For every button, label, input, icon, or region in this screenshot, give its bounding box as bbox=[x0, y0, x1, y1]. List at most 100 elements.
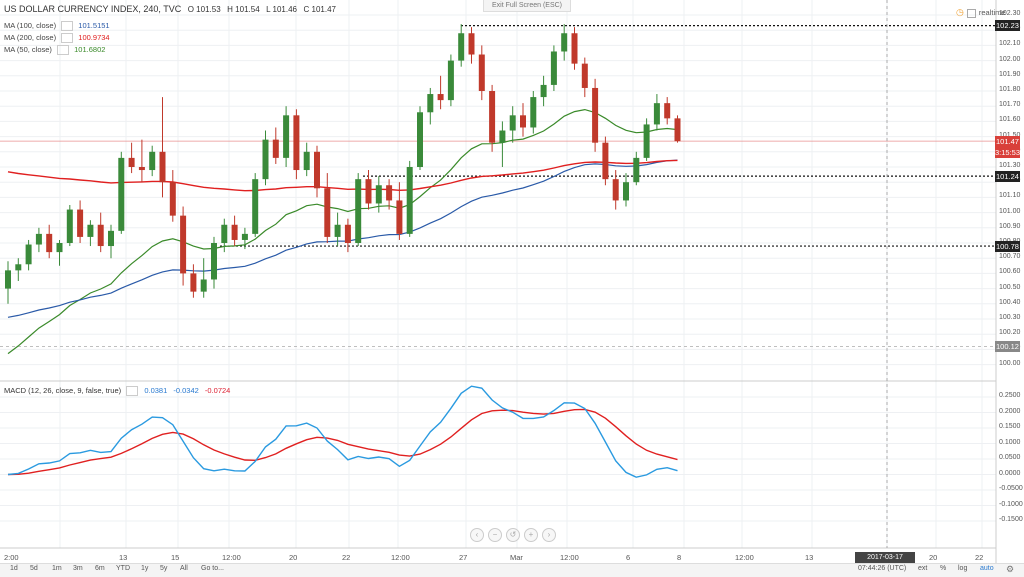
timeframe-button[interactable]: Go to... bbox=[201, 565, 224, 572]
candle-body bbox=[190, 273, 197, 292]
candle-body bbox=[623, 182, 629, 201]
price-tick-label: 100.00 bbox=[999, 359, 1021, 367]
reset-button[interactable]: ↺ bbox=[506, 528, 520, 542]
price-tick-label: 101.60 bbox=[999, 116, 1021, 124]
candle-body bbox=[149, 151, 156, 171]
timeframe-button[interactable]: 5y bbox=[160, 565, 168, 572]
timeframe-button[interactable]: 1y bbox=[141, 565, 149, 572]
indicator-ma100[interactable]: MA (100, close) 101.5151 bbox=[4, 21, 110, 32]
scroll-right-button[interactable]: › bbox=[542, 528, 556, 542]
utc-clock[interactable]: 07:44:26 (UTC) bbox=[858, 565, 907, 572]
candle-body bbox=[499, 130, 506, 143]
timeframe-button[interactable]: 1d bbox=[10, 565, 18, 572]
macd-tick-label: 0.2500 bbox=[999, 392, 1021, 399]
candle-body bbox=[118, 157, 125, 231]
macd-tick-label: 0.0500 bbox=[999, 454, 1021, 461]
candle-body bbox=[664, 103, 671, 119]
timeframe-button[interactable]: All bbox=[180, 565, 188, 572]
price-tick-label: 100.30 bbox=[999, 314, 1021, 321]
candle-body bbox=[653, 103, 660, 125]
price-tag: 100.78 bbox=[995, 240, 1020, 252]
price-tick-label: 102.30 bbox=[999, 10, 1021, 17]
macd-tick-label: -0.1500 bbox=[999, 516, 1023, 523]
indicator-value: 101.6802 bbox=[74, 45, 106, 54]
candle-body bbox=[262, 139, 269, 180]
price-tick-label: 100.90 bbox=[999, 222, 1021, 230]
indicator-settings-icon[interactable] bbox=[61, 21, 74, 32]
scale-option-auto[interactable]: auto bbox=[980, 565, 994, 572]
indicator-settings-icon[interactable] bbox=[57, 45, 70, 56]
price-tick-label: 100.40 bbox=[999, 298, 1021, 306]
price-tag: 102.23 bbox=[995, 20, 1020, 32]
indicator-settings-icon[interactable] bbox=[61, 33, 74, 44]
candle-body bbox=[231, 224, 238, 240]
scale-option-%[interactable]: % bbox=[940, 565, 947, 572]
zoom-out-button[interactable]: − bbox=[488, 528, 502, 542]
indicator-ma200[interactable]: MA (200, close) 100.9734 bbox=[4, 33, 110, 44]
indicator-ma50[interactable]: MA (50, close) 101.6802 bbox=[4, 45, 106, 56]
zoom-in-button[interactable]: + bbox=[524, 528, 538, 542]
candle-body bbox=[643, 124, 650, 158]
open-value: O 101.53 bbox=[187, 5, 221, 14]
candle-body bbox=[334, 224, 341, 237]
price-tick-label: 101.30 bbox=[999, 162, 1021, 169]
candle-body bbox=[458, 33, 465, 61]
time-tick-label: 13 bbox=[805, 553, 814, 562]
symbol-title: US DOLLAR CURRENCY INDEX, 240, TVC bbox=[4, 4, 182, 14]
indicator-settings-icon[interactable] bbox=[126, 386, 139, 397]
price-tag: 101.24 bbox=[995, 170, 1020, 182]
candle-body bbox=[56, 243, 63, 253]
gear-icon[interactable]: ⚙ bbox=[1006, 564, 1015, 574]
candle-body bbox=[550, 51, 557, 85]
candle-body bbox=[221, 224, 228, 243]
signal-line bbox=[7, 408, 678, 476]
timeframe-button[interactable]: 1m bbox=[52, 565, 62, 572]
price-tick-label: 101.00 bbox=[999, 207, 1021, 215]
time-tick-label: 27 bbox=[459, 553, 468, 562]
timeframe-button[interactable]: 6m bbox=[95, 565, 105, 572]
symbol-header: US DOLLAR CURRENCY INDEX, 240, TVC O 101… bbox=[4, 4, 336, 14]
exit-fullscreen-button[interactable]: Exit Full Screen (ESC) bbox=[483, 0, 571, 12]
candle-body bbox=[396, 200, 403, 234]
high-value: H 101.54 bbox=[227, 5, 260, 14]
scroll-left-button[interactable]: ‹ bbox=[470, 528, 484, 542]
time-tick-label: 12:00 bbox=[222, 553, 241, 562]
time-tick-label: 2:00 bbox=[4, 553, 19, 562]
candle-body bbox=[427, 94, 434, 113]
candle-body bbox=[571, 33, 578, 64]
timeframe-button[interactable]: 3m bbox=[73, 565, 83, 572]
candle-body bbox=[592, 87, 599, 143]
timeframe-button[interactable]: YTD bbox=[116, 565, 130, 572]
price-tag: 100.12 bbox=[995, 340, 1020, 352]
price-tick-label: 100.60 bbox=[999, 268, 1021, 276]
scale-option-log[interactable]: log bbox=[958, 565, 968, 572]
macd-tick-label: -0.0500 bbox=[999, 485, 1023, 492]
ma100-line bbox=[7, 159, 678, 318]
time-tick-label: Mar bbox=[510, 553, 523, 562]
checkbox-icon[interactable] bbox=[966, 8, 976, 18]
time-tick-label: 22 bbox=[342, 553, 351, 562]
scale-option-ext[interactable]: ext bbox=[918, 565, 928, 572]
macd-tick-label: 0.2000 bbox=[999, 407, 1021, 415]
price-tick-label: 101.70 bbox=[999, 101, 1021, 109]
candle-body bbox=[200, 279, 207, 292]
realtime-indicator[interactable]: ◷ realtime bbox=[956, 7, 1006, 18]
candle-body bbox=[478, 54, 485, 91]
candle-body bbox=[128, 157, 135, 167]
candle-body bbox=[561, 33, 568, 52]
candle-body bbox=[283, 115, 290, 158]
timeframe-button[interactable]: 5d bbox=[30, 565, 38, 572]
price-tick-label: 100.20 bbox=[999, 329, 1021, 337]
close-value: C 101.47 bbox=[303, 5, 336, 14]
macd-value: 0.0381 bbox=[144, 386, 168, 395]
price-tick-label: 101.10 bbox=[999, 192, 1021, 200]
price-tick-label: 101.80 bbox=[999, 86, 1021, 93]
candle-body bbox=[138, 167, 145, 171]
candle-body bbox=[77, 209, 84, 237]
candle-body bbox=[211, 243, 217, 280]
macd-legend[interactable]: MACD (12, 26, close, 9, false, true) 0.0… bbox=[4, 386, 231, 397]
candle-body bbox=[66, 209, 73, 243]
macd-tick-label: -0.1000 bbox=[999, 500, 1023, 508]
time-tick-label: 15 bbox=[171, 553, 180, 562]
